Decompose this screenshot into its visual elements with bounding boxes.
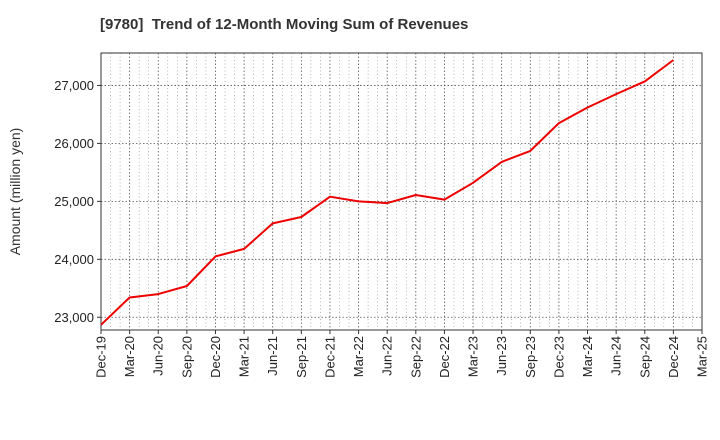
y-tick-label: 26,000 [54, 136, 94, 151]
x-tick-label: Mar-21 [237, 336, 252, 377]
x-tick-label: Mar-23 [466, 336, 481, 377]
x-tick-label: Dec-24 [666, 336, 681, 378]
x-tick-label: Jun-24 [609, 336, 624, 376]
x-tick-label: Dec-23 [551, 336, 566, 378]
x-tick-label: Jun-22 [380, 336, 395, 376]
y-tick-label: 24,000 [54, 252, 94, 267]
chart-title: [9780] Trend of 12-Month Moving Sum of R… [100, 16, 469, 33]
x-tick-label: Sep-23 [523, 336, 538, 378]
y-tick-label: 25,000 [54, 194, 94, 209]
x-tick-label: Dec-19 [94, 336, 109, 378]
x-tick-label: Mar-24 [580, 336, 595, 377]
x-tick-label: Mar-25 [695, 336, 710, 377]
grid-lines [101, 53, 702, 330]
x-tick-label: Jun-20 [151, 336, 166, 376]
y-tick-label: 23,000 [54, 310, 94, 325]
x-tick-label: Jun-21 [265, 336, 280, 376]
plot-area [100, 52, 703, 331]
x-tick-label: Mar-22 [351, 336, 366, 377]
x-tick-label: Dec-20 [208, 336, 223, 378]
x-axis: Dec-19 Mar-20 Jun-20 Sep-20 Dec-20 Mar-21 Jun-… [94, 330, 710, 378]
y-tick-label: 27,000 [54, 78, 94, 93]
y-axis: 23,000 24,000 25,000 26,000 27,000 [54, 78, 101, 325]
revenue-line [100, 59, 674, 326]
x-tick-label: Dec-22 [437, 336, 452, 378]
x-tick-label: Dec-21 [322, 336, 337, 378]
x-tick-label: Sep-22 [408, 336, 423, 378]
x-tick-label: Sep-20 [179, 336, 194, 378]
x-tick-label: Jun-23 [494, 336, 509, 376]
x-tick-label: Mar-20 [122, 336, 137, 377]
x-tick-label: Sep-21 [294, 336, 309, 378]
y-axis-label: Amount (million yen) [7, 128, 23, 256]
x-tick-label: Sep-24 [637, 336, 652, 378]
